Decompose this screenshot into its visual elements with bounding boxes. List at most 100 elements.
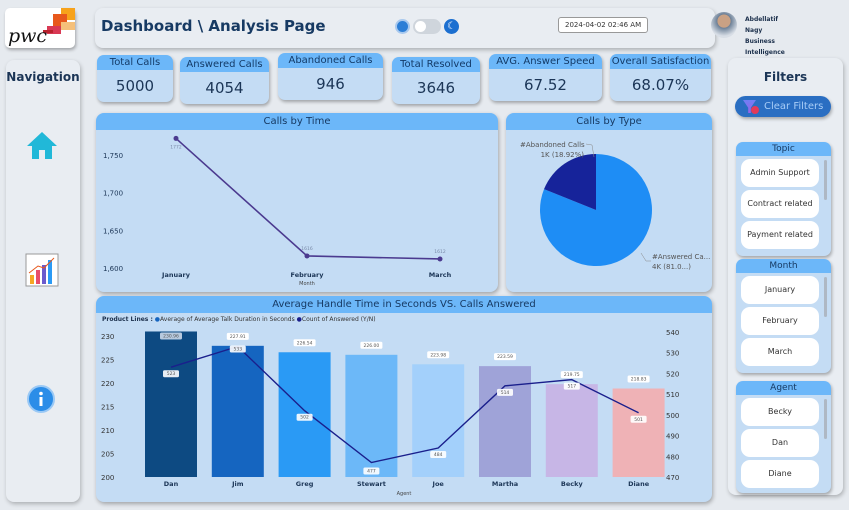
y-tick-label: 1,700	[103, 190, 123, 198]
line-data-label: 502	[300, 415, 309, 421]
kpi-abandoned-calls: Abandoned Calls 946	[278, 53, 383, 100]
data-label-bg	[160, 332, 182, 340]
y-right-tick-label: 470	[666, 474, 679, 482]
bar	[612, 388, 665, 477]
kpi-answered-calls: Answered Calls 4054	[180, 57, 269, 104]
bar-data-label: 223.59	[497, 354, 513, 360]
x-tick-label: Dan	[164, 480, 179, 488]
slicer-item[interactable]: February	[741, 307, 819, 335]
data-point	[304, 253, 310, 259]
slicer-item[interactable]: Contract related	[741, 190, 819, 218]
navigation-panel: Navigation	[6, 60, 80, 502]
slicer-title: Topic	[736, 142, 831, 156]
y-left-tick-label: 225	[101, 357, 114, 365]
y-left-tick-label: 205	[101, 451, 114, 459]
x-axis-title: Agent	[397, 491, 412, 497]
slicer-item[interactable]: Diane	[741, 460, 819, 488]
kpi-total-resolved: Total Resolved 3646	[392, 57, 480, 104]
slicer-title: Month	[736, 259, 831, 273]
kpi-total-calls: Total Calls 5000	[97, 55, 173, 102]
moon-icon[interactable]: ☾	[444, 19, 459, 34]
pie-label-value: 1K (18.92%)	[541, 151, 585, 159]
y-right-tick-label: 530	[666, 350, 679, 358]
bar	[545, 384, 598, 477]
y-tick-label: 1,600	[103, 265, 123, 273]
filters-panel: Filters Clear Filters Topic Admin Support…	[728, 58, 843, 495]
y-right-tick-label: 480	[666, 453, 679, 461]
y-right-tick-label: 490	[666, 433, 679, 441]
bar	[412, 364, 465, 477]
avatar	[711, 12, 737, 38]
x-tick-label: Joe	[432, 480, 445, 488]
line-data-label: 501	[634, 417, 643, 423]
kpi-value: 946	[316, 75, 345, 93]
handle-time-chart: 200 205 210 215 220 225 230 470 480 490 500 510 520 5…	[101, 329, 679, 497]
theme-switch[interactable]	[413, 19, 441, 34]
kpi-label: Total Resolved	[392, 57, 480, 72]
y-tick-label: 1,750	[103, 152, 123, 160]
x-tick-label: Martha	[492, 480, 518, 488]
line-data-label: 533	[234, 347, 243, 353]
data-label-bg	[497, 388, 513, 396]
pie-slice	[544, 154, 596, 210]
leader-line	[585, 143, 595, 158]
data-label: 1616	[301, 246, 313, 252]
theme-toggle[interactable]: ☾	[395, 19, 459, 34]
kpi-label: Answered Calls	[180, 57, 269, 72]
line-data-label: 523	[167, 371, 176, 377]
x-tick-label: Becky	[561, 480, 584, 488]
y-left-tick-label: 210	[101, 427, 114, 435]
slicer-item[interactable]: Becky	[741, 398, 819, 426]
info-icon[interactable]	[27, 385, 55, 413]
slicer-item[interactable]: Dan	[741, 429, 819, 457]
pie-label-value: 4K (81.0...)	[652, 263, 691, 271]
kpi-label: AVG. Answer Speed	[489, 54, 602, 69]
data-label: 1772	[170, 144, 182, 150]
slicer-item[interactable]: Admin Support	[741, 159, 819, 187]
bar	[345, 354, 398, 477]
slicer-item[interactable]: March	[741, 338, 819, 366]
kpi-value: 4054	[205, 79, 244, 97]
line-data-label: 514	[501, 390, 510, 396]
slicer-item[interactable]: Payment related	[741, 221, 819, 249]
series-line	[175, 137, 441, 260]
slicer-item[interactable]: January	[741, 276, 819, 304]
data-label-bg	[630, 415, 647, 423]
calls-by-time-chart: 1,600 1,650 1,700 1,750 1772 January 1616 Febru…	[103, 135, 452, 287]
x-tick-label: Jim	[231, 480, 244, 488]
y-right-tick-label: 510	[666, 391, 679, 399]
slicer-scrollbar[interactable]	[824, 160, 827, 200]
data-label-bg	[163, 370, 179, 378]
chart-title: Average Handle Time in Seconds VS. Calls…	[96, 296, 712, 313]
slicer-scrollbar[interactable]	[824, 399, 827, 439]
nav-title: Navigation	[6, 70, 80, 84]
y-right-tick-label: 520	[666, 370, 679, 378]
bar-data-label: 223.98	[430, 352, 446, 358]
bar-chart-icon[interactable]	[25, 253, 59, 287]
handle-time-card: Average Handle Time in Seconds VS. Calls…	[96, 296, 712, 502]
x-tick-label: February	[291, 271, 325, 279]
x-tick-label: Diane	[628, 480, 650, 488]
x-tick-label: Greg	[296, 480, 314, 488]
slicer-topic: Topic Admin Support Contract related Paymen…	[736, 142, 831, 256]
bar-data-label: 230.96	[163, 333, 179, 339]
clear-filters-button[interactable]: Clear Filters	[735, 96, 831, 117]
y-left-tick-label: 220	[101, 380, 114, 388]
calls-by-type-chart: #Abandoned Calls 1K (18.92%) #Answered Ca.…	[520, 141, 710, 271]
y-left-tick-label: 230	[101, 333, 114, 341]
calls-by-type-card: Calls by Type #Abandoned Calls 1K (18.92%…	[506, 113, 712, 292]
chart-title: Calls by Time	[96, 113, 498, 130]
slicer-scrollbar[interactable]	[824, 277, 827, 317]
series-line	[170, 345, 639, 464]
home-icon[interactable]	[26, 130, 58, 160]
kpi-value: 3646	[416, 79, 456, 97]
bar-data-label: 226.00	[364, 343, 380, 349]
data-label-bg	[296, 413, 313, 421]
bar-data-label: 219.75	[564, 372, 580, 378]
x-tick-label: March	[429, 271, 452, 279]
clear-x-icon	[751, 106, 759, 114]
leader-line	[640, 252, 651, 262]
line-data-label: 517	[568, 384, 577, 390]
calls-by-time-card: Calls by Time 1,600 1,650 1,700 1,750 1772 Ja…	[96, 113, 498, 292]
sun-icon[interactable]	[395, 19, 410, 34]
